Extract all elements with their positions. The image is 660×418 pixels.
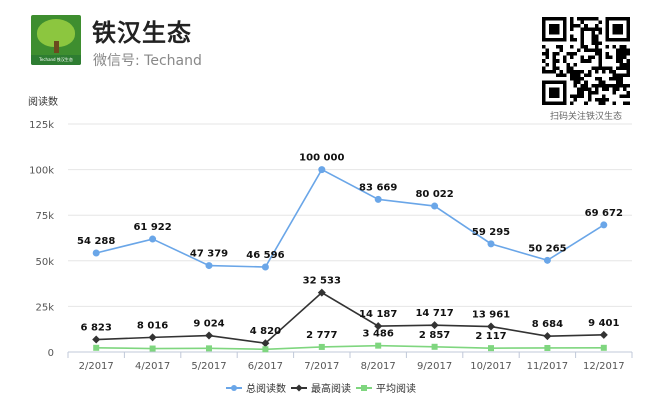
legend-label: 总阅读数 xyxy=(246,382,286,395)
data-label: 2 777 xyxy=(306,330,337,341)
x-tick-label: 8/2017 xyxy=(361,361,396,372)
qr-caption: 扫码关注铁汉生态 xyxy=(549,112,622,122)
series-2-point xyxy=(599,330,608,339)
x-tick-label: 4/2017 xyxy=(135,361,170,372)
x-tick-label: 2/2017 xyxy=(79,361,114,372)
y-tick-label: 75k xyxy=(35,211,54,222)
y-tick-label: 50k xyxy=(35,257,54,268)
series-1-point xyxy=(600,221,608,229)
series-3-point xyxy=(149,345,156,352)
series-line-3 xyxy=(96,344,604,351)
data-label: 80 022 xyxy=(415,189,453,200)
data-label: 69 672 xyxy=(585,208,623,219)
series-2-point xyxy=(317,288,326,297)
data-label: 54 288 xyxy=(77,236,115,247)
series-line-1 xyxy=(96,168,605,268)
x-tick-label: 12/2017 xyxy=(583,361,625,372)
data-label: 2 117 xyxy=(475,331,506,342)
series-1-point xyxy=(318,166,326,174)
y-tick-label: 0 xyxy=(48,348,54,359)
data-label: 8 016 xyxy=(137,320,168,331)
data-label: 83 669 xyxy=(359,182,397,193)
series-3-point xyxy=(318,343,325,350)
x-tick-label: 7/2017 xyxy=(304,361,339,372)
series-3-point xyxy=(488,345,494,352)
tree-trunk xyxy=(54,41,59,53)
x-tick-label: 10/2017 xyxy=(470,361,512,372)
wechat-id: 微信号: Techand xyxy=(93,53,202,69)
series-2-point xyxy=(261,339,270,348)
data-label: 2 857 xyxy=(419,330,450,341)
series-3-point xyxy=(206,345,212,352)
data-label: 4 820 xyxy=(250,326,281,337)
logo-text: Techand 铁汉生态 xyxy=(39,57,73,62)
x-tick-label: 6/2017 xyxy=(248,361,283,372)
legend-marker xyxy=(231,385,237,391)
series-1-point xyxy=(92,249,100,257)
series-2-point xyxy=(148,333,157,342)
data-label: 14 717 xyxy=(415,308,453,319)
series-1-point xyxy=(487,240,495,248)
series-2-point xyxy=(543,332,552,341)
data-label: 6 823 xyxy=(81,323,112,334)
series-2-point xyxy=(487,322,495,331)
data-label: 61 922 xyxy=(133,222,171,233)
page-title: 铁汉生态 xyxy=(92,19,192,47)
series-3-point xyxy=(262,346,269,353)
series-1-point xyxy=(431,202,439,210)
data-label: 8 684 xyxy=(532,319,563,330)
logo-bar xyxy=(31,55,81,65)
data-label: 3 486 xyxy=(363,329,394,340)
data-label: 13 961 xyxy=(472,310,510,321)
series-1-point xyxy=(261,263,269,271)
x-tick-label: 11/2017 xyxy=(527,361,569,372)
data-label: 100 000 xyxy=(299,153,344,164)
y-tick-label: 125k xyxy=(29,120,54,131)
legend-label: 平均阅读 xyxy=(376,382,416,395)
legend-marker xyxy=(295,384,303,392)
series-3-point xyxy=(375,342,382,349)
series-3-point xyxy=(93,344,100,351)
data-label: 14 187 xyxy=(359,309,397,320)
y-axis-label: 阅读数 xyxy=(28,97,58,108)
data-label: 9 401 xyxy=(588,318,619,329)
data-label: 46 596 xyxy=(246,250,284,261)
data-label: 32 533 xyxy=(303,276,341,287)
series-3-point xyxy=(600,344,607,351)
series-2-point xyxy=(92,335,101,344)
series-1-point xyxy=(374,195,382,203)
series-2-point xyxy=(205,331,213,340)
legend-label: 最高阅读 xyxy=(311,382,351,395)
qr-code-icon xyxy=(542,17,630,105)
data-label: 50 265 xyxy=(528,243,566,254)
series-2-point xyxy=(430,321,439,330)
series-line-2 xyxy=(96,291,604,345)
series-2-point xyxy=(374,322,383,331)
y-tick-label: 100k xyxy=(29,166,54,177)
y-tick-label: 25k xyxy=(35,302,54,313)
data-label: 9 024 xyxy=(193,319,224,330)
data-label: 47 379 xyxy=(190,249,228,260)
series-3-point xyxy=(544,344,551,351)
x-tick-label: 9/2017 xyxy=(417,361,452,372)
series-1-point xyxy=(543,256,551,264)
series-3-point xyxy=(431,343,438,350)
series-1-point xyxy=(149,235,157,243)
legend-marker xyxy=(361,385,367,391)
x-tick-label: 5/2017 xyxy=(191,361,226,372)
series-1-point xyxy=(205,262,213,270)
brand-logo: Techand 铁汉生态 xyxy=(31,15,81,65)
data-label: 59 295 xyxy=(472,227,510,238)
